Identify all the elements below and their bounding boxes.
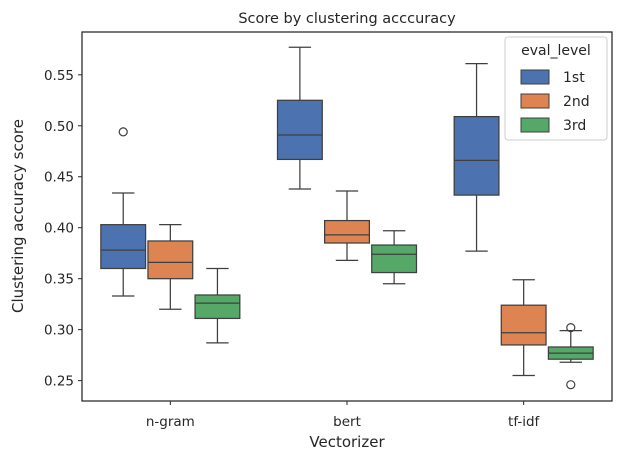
plot-area [100,46,594,390]
x-axis: n-gram bert tf-idf [146,401,541,430]
legend-label-3rd: 3rd [563,118,586,134]
box-iqr [500,304,547,346]
box-bert-1st [276,46,323,190]
legend-title: eval_level [521,43,591,59]
box-tf-idf-1st [453,62,500,252]
box-iqr [323,219,371,244]
legend-label-1st: 1st [563,70,585,86]
box-n-gram-2nd [147,224,194,310]
legend: eval_level 1st 2nd 3rd [504,36,608,141]
y-axis-label: Clustering accuracy score [9,119,27,313]
outlier-point [118,127,128,137]
x-axis-label: Vectorizer [309,433,385,451]
y-tick-label: 0.45 [44,170,74,186]
box-tf-idf-2nd [500,279,547,377]
chart-title: Score by clustering acccuracy [238,11,456,27]
y-tick-label: 0.55 [44,68,74,84]
box-iqr [147,240,194,280]
legend-swatch-3rd [520,117,550,133]
box-bert-2nd [323,190,371,261]
outlier-point [566,323,576,333]
box-n-gram-1st [100,127,147,297]
plot-frame [81,31,613,402]
box-iqr [276,99,323,161]
legend-frame [504,36,608,141]
y-tick-label: 0.25 [44,374,74,390]
y-axis: 0.25 0.30 0.35 0.40 0.45 0.50 0.55 [44,68,82,390]
x-tick-label: n-gram [146,414,195,430]
legend-swatch-2nd [520,93,550,109]
box-iqr [100,224,147,270]
x-tick-label: tf-idf [508,414,540,430]
box-n-gram-3rd [194,267,241,344]
box-tf-idf-3rd [547,323,594,390]
y-tick-label: 0.30 [44,323,74,339]
box-bert-3rd [371,230,418,285]
outlier-point [566,380,576,390]
legend-swatch-1st [520,69,550,85]
x-tick-label: bert [333,414,361,430]
y-tick-label: 0.40 [44,221,74,237]
y-tick-label: 0.50 [44,119,74,135]
box-iqr [194,294,241,320]
legend-label-2nd: 2nd [563,94,590,110]
y-tick-label: 0.35 [44,272,74,288]
box-iqr [371,244,418,274]
box-iqr [453,115,500,196]
